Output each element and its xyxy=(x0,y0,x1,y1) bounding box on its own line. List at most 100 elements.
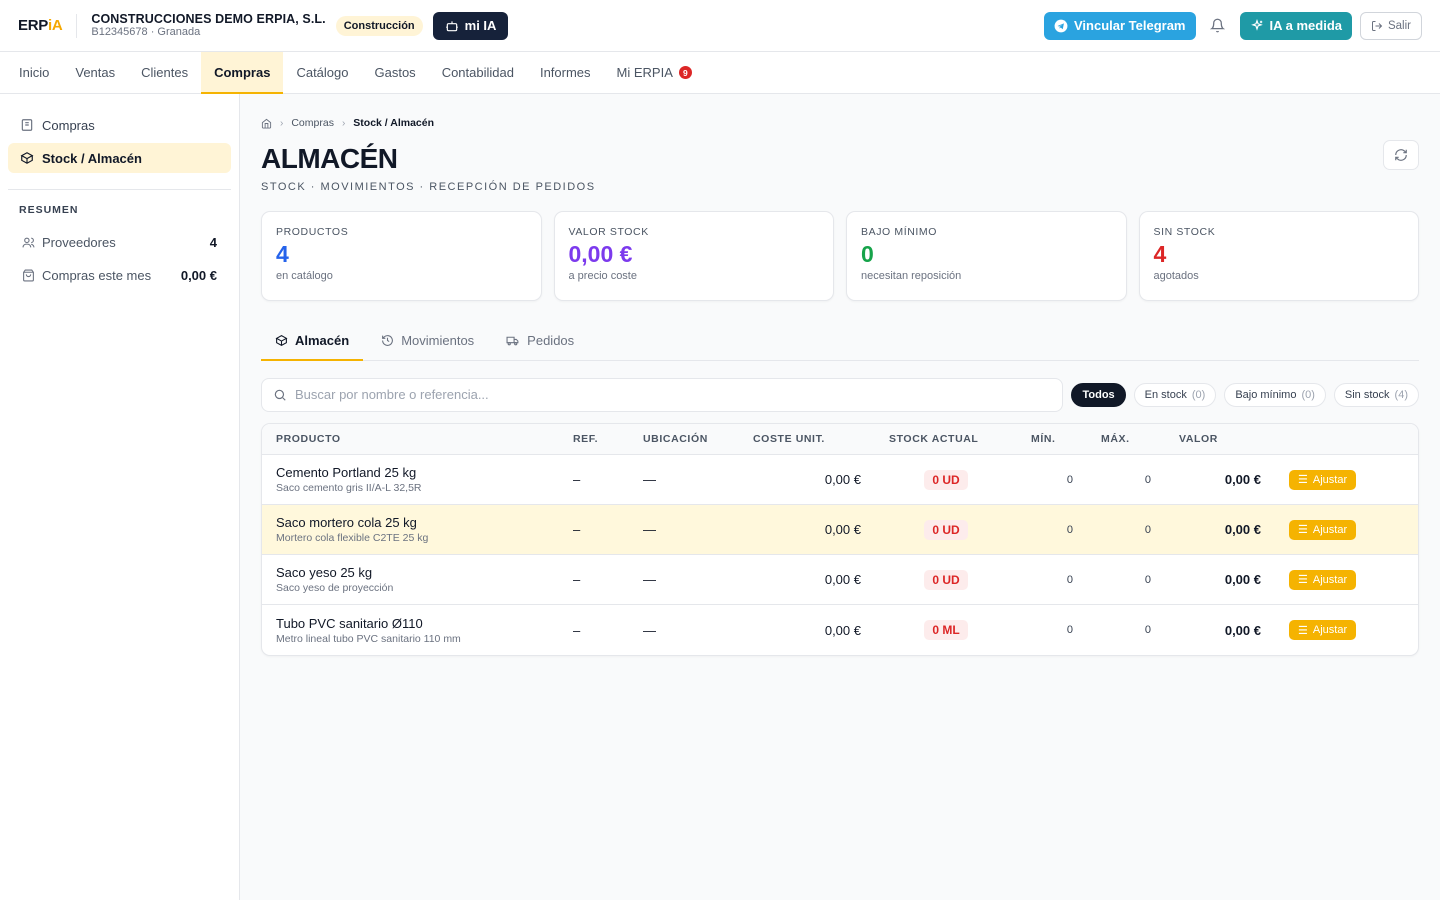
cell-coste: 0,00 € xyxy=(739,454,875,506)
ajustar-button[interactable]: ☰ Ajustar xyxy=(1289,519,1357,540)
logo-divider xyxy=(76,13,78,38)
cell-ubicacion: — xyxy=(629,504,739,556)
breadcrumb-compras[interactable]: Compras xyxy=(291,117,334,129)
chip-count: (4) xyxy=(1394,388,1408,401)
nav-label: Clientes xyxy=(141,65,189,80)
nav-item-inicio[interactable]: Inicio xyxy=(6,52,62,93)
company-name: CONSTRUCCIONES DEMO ERPIA, S.L. xyxy=(91,11,326,26)
tab-almacen[interactable]: Almacén xyxy=(261,321,364,361)
cell-max: 0 xyxy=(1087,454,1165,506)
card-value: 0,00 € xyxy=(568,240,633,267)
app-logo[interactable]: ERPiA xyxy=(18,17,63,34)
shopping-bag-icon xyxy=(23,269,34,282)
breadcrumb-current: Stock / Almacén xyxy=(353,117,435,129)
chip-label: En stock xyxy=(1144,388,1187,401)
sliders-icon: ☰ xyxy=(1298,624,1308,637)
cell-min: 0 xyxy=(1017,454,1087,506)
ajustar-button[interactable]: ☰ Ajustar xyxy=(1289,569,1357,590)
card-bajo-minimo: BAJO MÍNIMO 0 necesitan reposición xyxy=(846,210,1127,301)
nav-item-mi-erpia[interactable]: Mi ERPIA 9 xyxy=(604,52,705,93)
nav-item-ventas[interactable]: Ventas xyxy=(62,52,128,93)
cell-min: 0 xyxy=(1017,554,1087,606)
col-stock-actual[interactable]: STOCK ACTUAL xyxy=(875,423,1017,456)
mi-ia-button[interactable]: mi IA xyxy=(432,11,509,40)
card-subtext: en catálogo xyxy=(276,270,333,283)
nav-label: Gastos xyxy=(374,65,416,80)
table-row[interactable]: Cemento Portland 25 kg Saco cemento gris … xyxy=(262,454,1418,506)
sidebar-item-label: Compras xyxy=(42,117,95,133)
filter-todos[interactable]: Todos xyxy=(1071,382,1126,407)
history-icon xyxy=(382,334,394,346)
filter-sin-stock[interactable]: Sin stock (4) xyxy=(1333,382,1419,407)
salir-button[interactable]: Salir xyxy=(1359,11,1422,40)
tab-movimientos[interactable]: Movimientos xyxy=(367,321,488,360)
ajustar-label: Ajustar xyxy=(1312,624,1348,637)
filter-bajo-minimo[interactable]: Bajo mínimo (0) xyxy=(1224,382,1326,407)
nav-item-catalogo[interactable]: Catálogo xyxy=(283,52,361,93)
vincular-telegram-label: Vincular Telegram xyxy=(1073,18,1186,33)
col-ubicacion[interactable]: UBICACIÓN xyxy=(629,423,739,456)
cell-coste: 0,00 € xyxy=(824,622,861,638)
filter-en-stock[interactable]: En stock (0) xyxy=(1133,382,1217,407)
home-icon[interactable] xyxy=(261,118,272,129)
col-producto[interactable]: PRODUCTO xyxy=(262,423,559,456)
cell-valor: 0,00 € xyxy=(1165,454,1275,506)
cell-coste: 0,00 € xyxy=(739,504,875,556)
product-desc: Saco cemento gris II/A-L 32,5R xyxy=(276,482,422,495)
stock-badge: 0 UD xyxy=(924,469,968,490)
sidebar-item-compras[interactable]: Compras xyxy=(8,110,231,140)
nav-label: Informes xyxy=(539,65,591,80)
ajustar-label: Ajustar xyxy=(1312,573,1348,586)
ajustar-button[interactable]: ☰ Ajustar xyxy=(1289,469,1357,490)
table-row[interactable]: Tubo PVC sanitario Ø110 Metro lineal tubo… xyxy=(262,605,1418,655)
card-subtext: a precio coste xyxy=(568,270,637,283)
top-bar: ERPiA CONSTRUCCIONES DEMO ERPIA, S.L. B1… xyxy=(0,0,1440,52)
salir-label: Salir xyxy=(1387,19,1411,32)
card-value: 4 xyxy=(1153,240,1167,267)
nav-item-clientes[interactable]: Clientes xyxy=(128,52,201,93)
nav-item-compras[interactable]: Compras xyxy=(201,52,284,94)
cell-valor: 0,00 € xyxy=(1165,504,1275,556)
card-productos: PRODUCTOS 4 en catálogo xyxy=(261,210,542,301)
ia-a-medida-button[interactable]: IA a medida xyxy=(1239,11,1352,40)
search-icon xyxy=(274,389,286,401)
stock-table: PRODUCTO REF. UBICACIÓN COSTE UNIT. STOC… xyxy=(261,422,1419,656)
sidebar-item-stock-almacen[interactable]: Stock / Almacén xyxy=(8,143,231,173)
bell-icon[interactable] xyxy=(1204,12,1232,40)
col-min[interactable]: MÍN. xyxy=(1017,423,1087,456)
tab-label: Movimientos xyxy=(401,332,475,348)
table-row[interactable]: Saco yeso 25 kg Saco yeso de proyección –… xyxy=(262,554,1418,606)
receipt-icon xyxy=(21,119,33,131)
cell-min: 0 xyxy=(1017,504,1087,556)
tab-label: Almacén xyxy=(295,332,350,348)
cell-valor: 0,00 € xyxy=(1165,554,1275,606)
main-content: › Compras › Stock / Almacén ALMACÉN STOC… xyxy=(240,94,1440,900)
ajustar-button[interactable]: ☰ Ajustar xyxy=(1289,620,1357,641)
cell-ubicacion: — xyxy=(643,622,656,638)
nav-item-gastos[interactable]: Gastos xyxy=(362,52,429,93)
sidebar-item-label: Stock / Almacén xyxy=(42,150,142,166)
stat-proveedores: Proveedores 4 xyxy=(8,226,231,259)
tab-pedidos[interactable]: Pedidos xyxy=(492,321,588,360)
cell-ref: – xyxy=(559,554,629,606)
chip-count: (0) xyxy=(1191,388,1206,401)
table-row[interactable]: Saco mortero cola 25 kg Mortero cola flex… xyxy=(262,504,1418,556)
product-name: Saco yeso 25 kg xyxy=(276,565,373,581)
box-icon xyxy=(20,152,34,164)
col-ref[interactable]: REF. xyxy=(559,423,629,456)
nav-item-contabilidad[interactable]: Contabilidad xyxy=(429,52,527,93)
cell-coste: 0,00 € xyxy=(739,554,875,606)
page-subtitle: STOCK · MOVIMIENTOS · RECEPCIÓN DE PEDID… xyxy=(261,180,596,193)
tabs: Almacén Movimientos Pedidos xyxy=(261,321,1419,361)
refresh-button[interactable] xyxy=(1383,140,1419,170)
col-coste-unit[interactable]: COSTE UNIT. xyxy=(739,423,875,456)
sliders-icon: ☰ xyxy=(1298,574,1308,587)
vincular-telegram-button[interactable]: Vincular Telegram xyxy=(1043,11,1196,40)
cell-max: 0 xyxy=(1144,624,1151,637)
col-valor[interactable]: VALOR xyxy=(1165,423,1275,456)
col-max[interactable]: MÁX. xyxy=(1087,423,1165,456)
nav-item-informes[interactable]: Informes xyxy=(527,52,604,93)
nav-label: Catálogo xyxy=(296,65,349,80)
sliders-icon: ☰ xyxy=(1298,474,1308,487)
search-input[interactable] xyxy=(295,387,1052,403)
